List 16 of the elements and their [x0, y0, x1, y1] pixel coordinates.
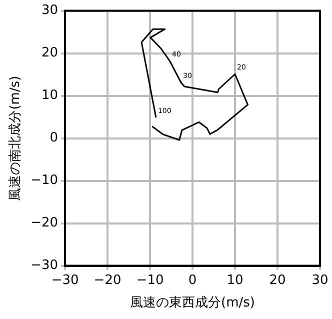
y-axis-title: 風速の南北成分(m/s) [8, 76, 24, 201]
y-tick-label: 30 [41, 3, 58, 18]
y-tick-label: −10 [30, 173, 58, 188]
x-axis-title: 風速の東西成分(m/s) [130, 296, 255, 311]
y-tick-label: 10 [41, 88, 58, 104]
x-tick-label: −10 [136, 272, 164, 288]
x-tick-label: 10 [226, 272, 244, 288]
y-tick-label: −20 [30, 216, 58, 231]
y-tick-label: −30 [30, 258, 58, 274]
x-tick-label: −20 [94, 272, 122, 288]
x-tick-label: 0 [188, 272, 197, 288]
y-tick-label: 0 [50, 130, 58, 146]
y-tick-label: 20 [41, 46, 58, 61]
x-tick-label: −30 [51, 272, 79, 288]
x-tick-label: 30 [312, 272, 328, 288]
x-tick-label: 20 [269, 272, 286, 288]
